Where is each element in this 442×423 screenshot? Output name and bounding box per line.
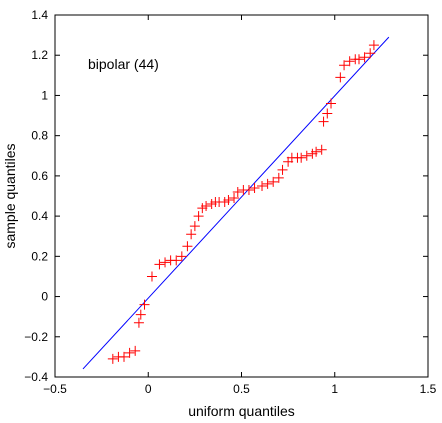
- data-point: [344, 56, 355, 67]
- data-point: [139, 299, 150, 310]
- y-tick-label: 0.2: [31, 249, 48, 263]
- y-axis-label: sample quantiles: [2, 143, 18, 248]
- data-point: [277, 164, 288, 175]
- data-point: [130, 345, 141, 356]
- data-point: [301, 150, 312, 161]
- data-point: [119, 351, 130, 362]
- data-point: [311, 146, 322, 157]
- data-point: [335, 72, 346, 83]
- x-tick-label: 0.5: [233, 382, 250, 396]
- data-point: [135, 309, 146, 320]
- data-point: [249, 182, 260, 193]
- y-tick-label: 0.4: [31, 209, 48, 223]
- data-point: [176, 251, 187, 262]
- y-tick-label: 0.8: [31, 129, 48, 143]
- data-point: [326, 98, 337, 109]
- data-point: [171, 255, 182, 266]
- plot-background: [55, 15, 428, 377]
- y-tick-label: 0: [41, 290, 48, 304]
- data-point: [322, 108, 333, 119]
- x-tick-label: −0.5: [43, 382, 67, 396]
- points-layer: [107, 40, 379, 364]
- data-point: [243, 184, 254, 195]
- x-tick-label: 1.5: [420, 382, 437, 396]
- reference-line: [82, 36, 390, 370]
- data-point: [368, 40, 379, 51]
- data-point: [146, 271, 157, 282]
- data-point: [193, 211, 204, 222]
- annotation-text: bipolar (44): [88, 56, 159, 72]
- data-point: [365, 48, 376, 59]
- data-point: [186, 229, 197, 240]
- data-point: [296, 152, 307, 163]
- x-axis-label: uniform quantiles: [188, 403, 295, 419]
- y-tick-label: −0.2: [24, 330, 48, 344]
- data-point: [316, 144, 327, 155]
- reference-line-layer: [82, 36, 390, 370]
- data-point: [107, 353, 118, 364]
- ticks-layer: −0.5 0 0.5 1 1.5 −0.4 −0.2 0 0.2 0.4 0.6 0.8 1 1.2 1.4: [24, 8, 436, 396]
- data-point: [201, 201, 212, 212]
- data-point: [232, 186, 243, 197]
- y-tick-label: 0.6: [31, 169, 48, 183]
- data-point: [318, 116, 329, 127]
- y-tick-label: −0.4: [24, 370, 48, 384]
- data-point: [160, 257, 171, 268]
- y-tick-label: 1: [41, 88, 48, 102]
- y-tick-label: 1.2: [31, 48, 48, 62]
- data-point: [182, 241, 193, 252]
- data-point: [268, 176, 279, 187]
- y-tick-label: 1.4: [31, 8, 48, 22]
- data-point: [353, 54, 364, 65]
- data-point: [223, 195, 234, 206]
- data-point: [262, 178, 273, 189]
- x-tick-label: 1: [331, 382, 338, 396]
- data-point: [359, 52, 370, 63]
- data-point: [189, 221, 200, 232]
- data-point: [124, 347, 135, 358]
- data-point: [339, 60, 350, 71]
- data-point: [229, 193, 240, 204]
- data-point: [273, 172, 284, 183]
- data-point: [133, 317, 144, 328]
- data-point: [257, 180, 268, 191]
- data-point: [154, 259, 165, 270]
- x-tick-label: 0: [145, 382, 152, 396]
- plot-frame: [54, 14, 429, 378]
